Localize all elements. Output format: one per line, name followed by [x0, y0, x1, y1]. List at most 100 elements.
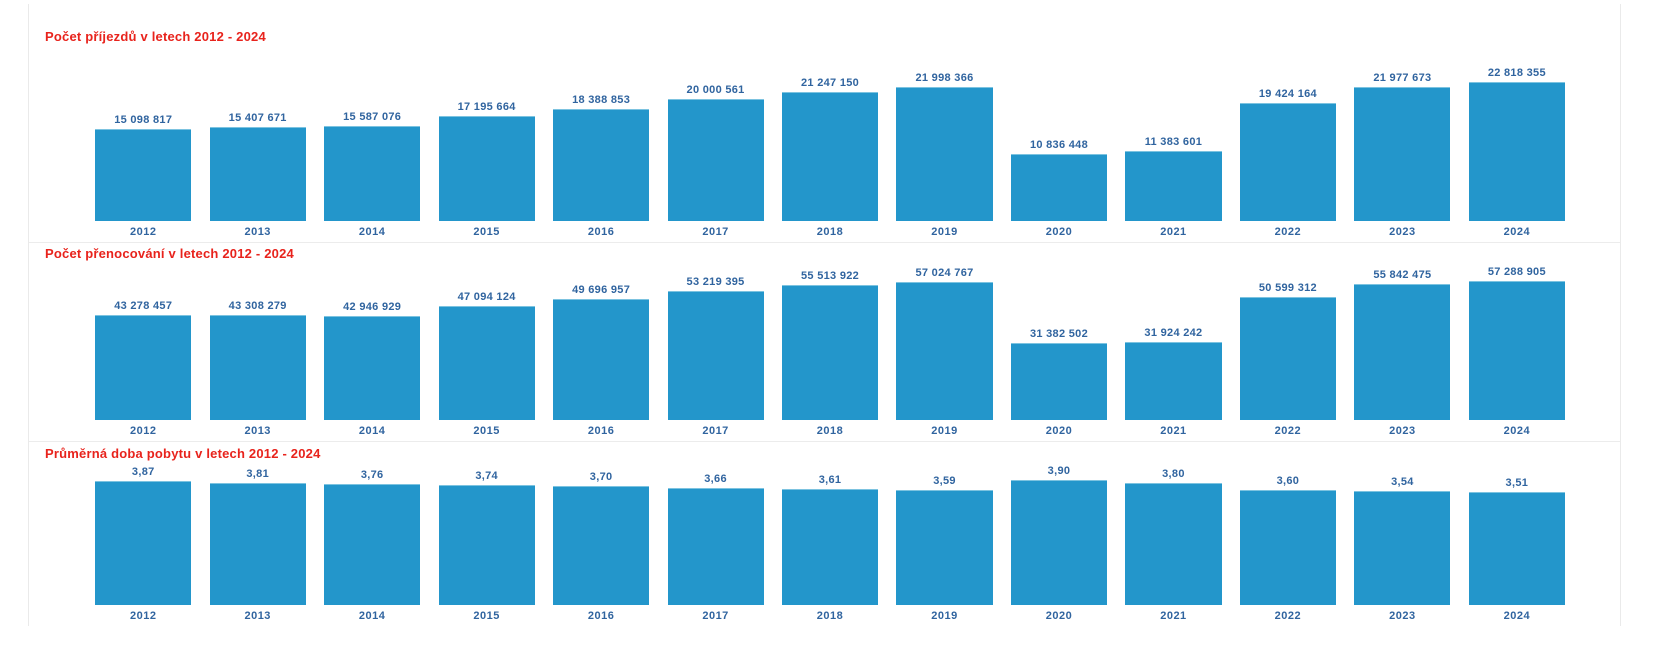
bar-value-label: 43 278 457	[114, 300, 173, 312]
bar-column: 10 836 448 2020	[1002, 45, 1116, 242]
bar[interactable]	[95, 481, 192, 605]
bar-column: 3,60 2022	[1231, 462, 1345, 626]
bar-value-label: 31 924 242	[1144, 327, 1203, 339]
bar[interactable]	[1125, 151, 1222, 221]
bar[interactable]	[209, 315, 306, 420]
bar-value-label: 21 977 673	[1373, 72, 1432, 84]
x-axis-label: 2016	[587, 425, 615, 437]
x-axis-label: 2014	[358, 425, 386, 437]
bar[interactable]	[438, 116, 535, 221]
x-axis-label: 2012	[129, 610, 157, 622]
bar-value-label: 3,81	[246, 468, 269, 480]
chart-title-overnight-stays: Počet přenocování v letech 2012 - 2024	[45, 246, 294, 261]
bar[interactable]	[896, 87, 993, 221]
bar[interactable]	[1354, 284, 1451, 420]
bar[interactable]	[209, 483, 306, 605]
bar-value-label: 47 094 124	[457, 291, 516, 303]
bar[interactable]	[209, 127, 306, 221]
bar-value-label: 3,76	[360, 469, 384, 481]
bar[interactable]	[1010, 343, 1108, 420]
bar[interactable]	[1239, 103, 1336, 221]
report-canvas: Počet příjezdů v letech 2012 - 2024 15 0…	[28, 4, 1621, 626]
bar[interactable]	[667, 291, 764, 420]
x-axis-label: 2024	[1503, 610, 1531, 622]
x-axis-label: 2024	[1503, 425, 1531, 437]
bar[interactable]	[438, 485, 535, 605]
x-axis-label: 2024	[1503, 226, 1531, 238]
bar-column: 3,74 2015	[429, 462, 543, 626]
bar-column: 57 024 767 2019	[887, 262, 1001, 441]
chart-overnight-stays: Počet přenocování v letech 2012 - 2024 4…	[29, 243, 1620, 442]
bar[interactable]	[896, 490, 993, 605]
bar[interactable]	[1468, 492, 1565, 605]
bar-value-label: 3,70	[589, 471, 613, 483]
bar-value-label: 3,54	[1391, 476, 1414, 488]
bar-value-label: 15 587 076	[343, 111, 402, 123]
bar[interactable]	[781, 489, 879, 605]
bar-column: 49 696 957 2016	[544, 262, 658, 441]
x-axis-label: 2015	[473, 226, 500, 238]
bar[interactable]	[667, 99, 764, 221]
bar[interactable]	[1468, 281, 1565, 420]
bar[interactable]	[1354, 491, 1451, 605]
x-axis-label: 2023	[1389, 610, 1416, 622]
bar[interactable]	[1125, 342, 1222, 420]
bar-column: 3,61 2018	[773, 462, 887, 626]
bar[interactable]	[781, 285, 879, 420]
bar[interactable]	[1239, 297, 1336, 420]
bar-column: 3,59 2019	[887, 462, 1001, 626]
bar[interactable]	[324, 316, 421, 420]
bar[interactable]	[1354, 87, 1451, 221]
bar[interactable]	[553, 486, 650, 605]
bar[interactable]	[438, 306, 535, 420]
x-axis-label: 2014	[358, 226, 386, 238]
bar[interactable]	[324, 126, 421, 221]
x-axis-label: 2019	[931, 425, 958, 437]
bar-column: 42 946 929 2014	[315, 262, 429, 441]
bar-column: 47 094 124 2015	[429, 262, 543, 441]
x-axis-label: 2022	[1274, 610, 1302, 622]
bar-column: 17 195 664 2015	[429, 45, 543, 242]
bar[interactable]	[667, 488, 764, 605]
x-axis-label: 2017	[702, 226, 729, 238]
bar-chart-plot-overnight-stays: 43 278 457 2012 43 308 279 2013 42 946 929 20…	[29, 262, 1620, 441]
bar[interactable]	[553, 109, 650, 221]
bar[interactable]	[1125, 483, 1222, 605]
bar-value-label: 21 247 150	[801, 77, 860, 89]
bar-value-label: 3,87	[131, 466, 155, 478]
x-axis-label: 2014	[358, 610, 386, 622]
bar-column: 3,80 2021	[1116, 462, 1230, 626]
bar[interactable]	[1468, 82, 1565, 221]
x-axis-label: 2013	[244, 610, 271, 622]
bar-column: 3,66 2017	[658, 462, 772, 626]
bar-column: 3,81 2013	[200, 462, 314, 626]
bar-value-label: 3,59	[933, 475, 956, 487]
x-axis-label: 2018	[816, 610, 844, 622]
bar[interactable]	[1239, 490, 1336, 605]
bar[interactable]	[95, 315, 192, 420]
bar-column: 3,87 2012	[86, 462, 200, 626]
x-axis-label: 2021	[1160, 425, 1187, 437]
bar[interactable]	[896, 282, 993, 420]
bar[interactable]	[324, 484, 421, 605]
x-axis-label: 2013	[244, 425, 271, 437]
x-axis-label: 2023	[1389, 425, 1416, 437]
bar-column: 21 977 673 2023	[1345, 45, 1459, 242]
x-axis-label: 2015	[473, 610, 500, 622]
bar-value-label: 57 288 905	[1487, 266, 1546, 278]
x-axis-label: 2017	[702, 610, 729, 622]
chart-arrivals: Počet příjezdů v letech 2012 - 2024 15 0…	[29, 4, 1620, 243]
bar-column: 55 513 922 2018	[773, 262, 887, 441]
bar-column: 20 000 561 2017	[658, 45, 772, 242]
bar-value-label: 3,66	[704, 473, 727, 485]
bar-value-label: 21 998 366	[915, 72, 974, 84]
bar[interactable]	[781, 92, 879, 221]
bar-value-label: 15 098 817	[114, 114, 173, 126]
bar-value-label: 55 513 922	[801, 270, 860, 282]
bar[interactable]	[553, 299, 650, 420]
bar-column: 55 842 475 2023	[1345, 262, 1459, 441]
bar[interactable]	[1010, 154, 1108, 221]
bar-column: 19 424 164 2022	[1231, 45, 1345, 242]
bar[interactable]	[95, 129, 192, 221]
bar[interactable]	[1010, 480, 1108, 605]
